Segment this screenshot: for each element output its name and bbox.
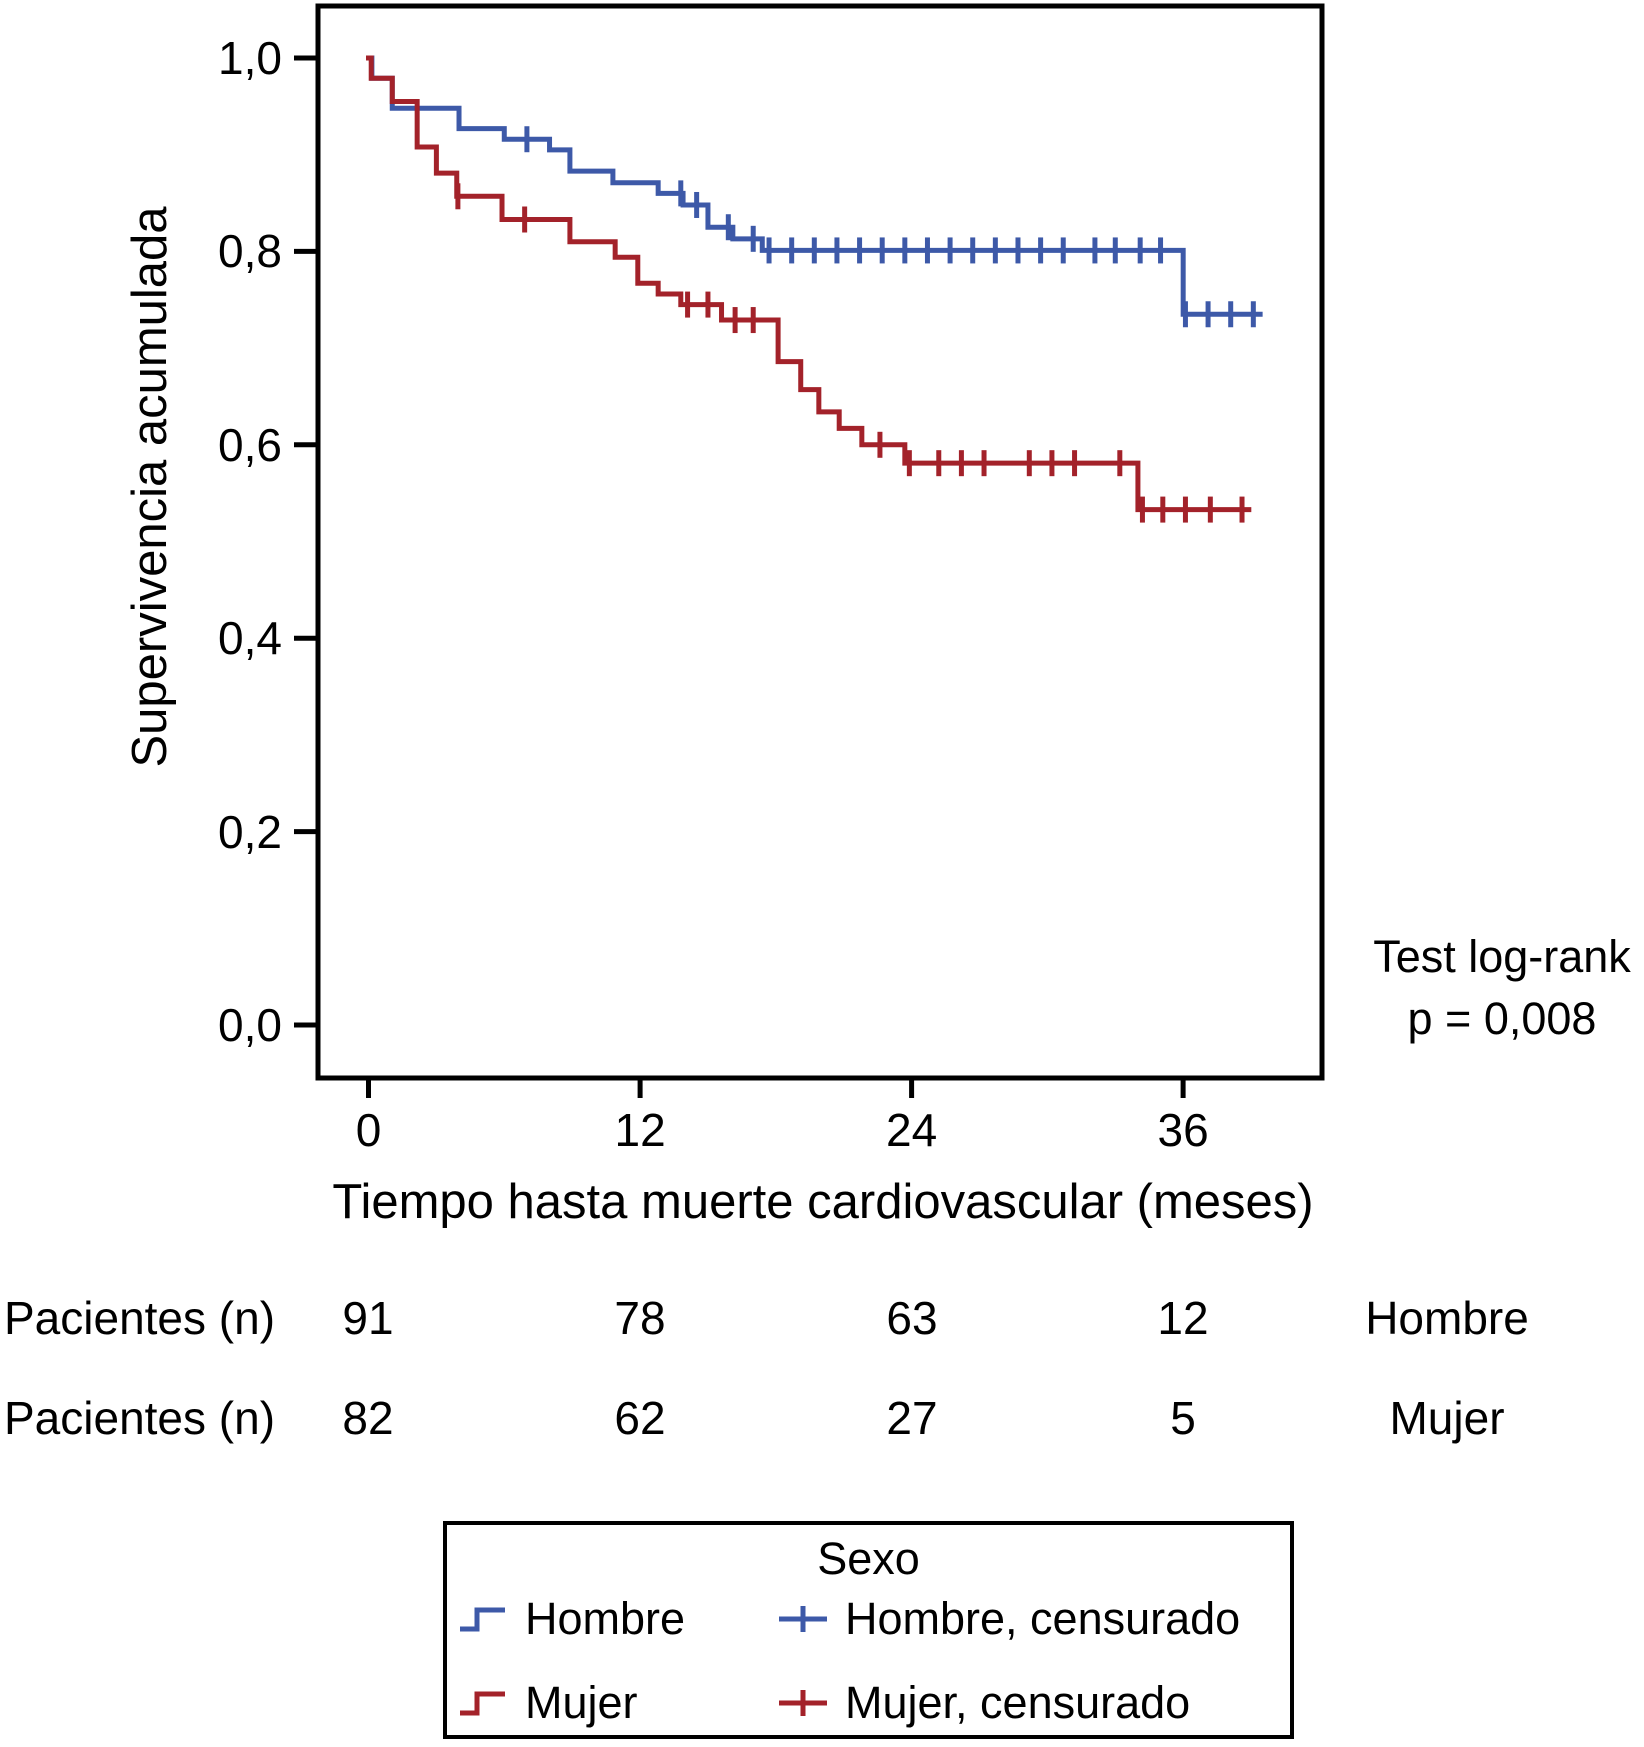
x-tick-label: 0 [356, 1104, 382, 1156]
survival-curve-mujer [366, 55, 1252, 513]
logrank-line2: p = 0,008 [1408, 993, 1597, 1044]
risk-row-label: Pacientes (n) [4, 1292, 276, 1344]
censor-tick-icon [779, 1690, 827, 1716]
y-tick-label: 0,6 [218, 419, 282, 471]
legend-item-hombre-censurado: Hombre, censurado [777, 1593, 1240, 1645]
risk-count: 12 [1157, 1292, 1209, 1344]
censor-tick-icon [779, 1606, 827, 1632]
x-axis-title: Tiempo hasta muerte cardiovascular (mese… [332, 1175, 1313, 1229]
step-line-icon [460, 1607, 505, 1632]
risk-count: 27 [886, 1392, 938, 1444]
risk-group-name: Hombre [1365, 1292, 1529, 1344]
x-tick-label: 12 [615, 1104, 666, 1156]
risk-count: 82 [342, 1392, 394, 1444]
y-tick-label: 1,0 [218, 32, 282, 84]
y-tick-label: 0,0 [218, 999, 282, 1051]
risk-table-row-mujer: Pacientes (n) 82 62 27 5 Mujer [0, 1391, 1644, 1447]
survival-curve-hombre [366, 55, 1263, 317]
x-tick-label: 36 [1158, 1104, 1209, 1156]
survival-curves [366, 55, 1263, 523]
logrank-annotation: Test log-rank p = 0,008 [1373, 931, 1631, 1044]
legend-label: Hombre [525, 1593, 686, 1644]
logrank-line1: Test log-rank [1373, 931, 1631, 982]
risk-row-label: Pacientes (n) [4, 1392, 276, 1444]
y-axis-ticks [294, 55, 318, 1028]
legend-label: Mujer [525, 1677, 638, 1728]
risk-count: 5 [1170, 1392, 1196, 1444]
risk-count: 78 [614, 1292, 666, 1344]
y-tick-label: 0,4 [218, 612, 282, 664]
legend-label: Mujer, censurado [845, 1677, 1191, 1728]
legend-box: Sexo Hombre Hombre, censurado Mujer Muje… [443, 1521, 1294, 1739]
risk-count: 91 [342, 1292, 394, 1344]
y-axis-title: Supervivencia acumulada [123, 206, 177, 768]
y-axis-labels: 1,0 0,8 0,6 0,4 0,2 0,0 [218, 32, 282, 1051]
x-tick-label: 24 [886, 1104, 937, 1156]
legend-title: Sexo [817, 1533, 920, 1584]
x-axis-labels: 0 12 24 36 [356, 1104, 1209, 1156]
risk-count: 62 [614, 1392, 666, 1444]
y-tick-label: 0,8 [218, 225, 282, 277]
legend-item-hombre: Hombre [457, 1593, 685, 1645]
legend-item-mujer-censurado: Mujer, censurado [777, 1677, 1190, 1729]
risk-count: 63 [886, 1292, 938, 1344]
plot-border [315, 3, 1325, 1081]
y-tick-label: 0,2 [218, 806, 282, 858]
legend-item-mujer: Mujer [457, 1677, 638, 1729]
step-line-icon [460, 1691, 505, 1716]
x-axis-ticks [366, 1078, 1186, 1098]
risk-group-name: Mujer [1389, 1392, 1505, 1444]
legend-label: Hombre, censurado [845, 1593, 1241, 1644]
survival-plot: 1,0 0,8 0,6 0,4 0,2 0,0 0 12 24 36 Super… [123, 3, 1631, 1229]
risk-table-row-hombre: Pacientes (n) 91 78 63 12 Hombre [0, 1291, 1644, 1347]
